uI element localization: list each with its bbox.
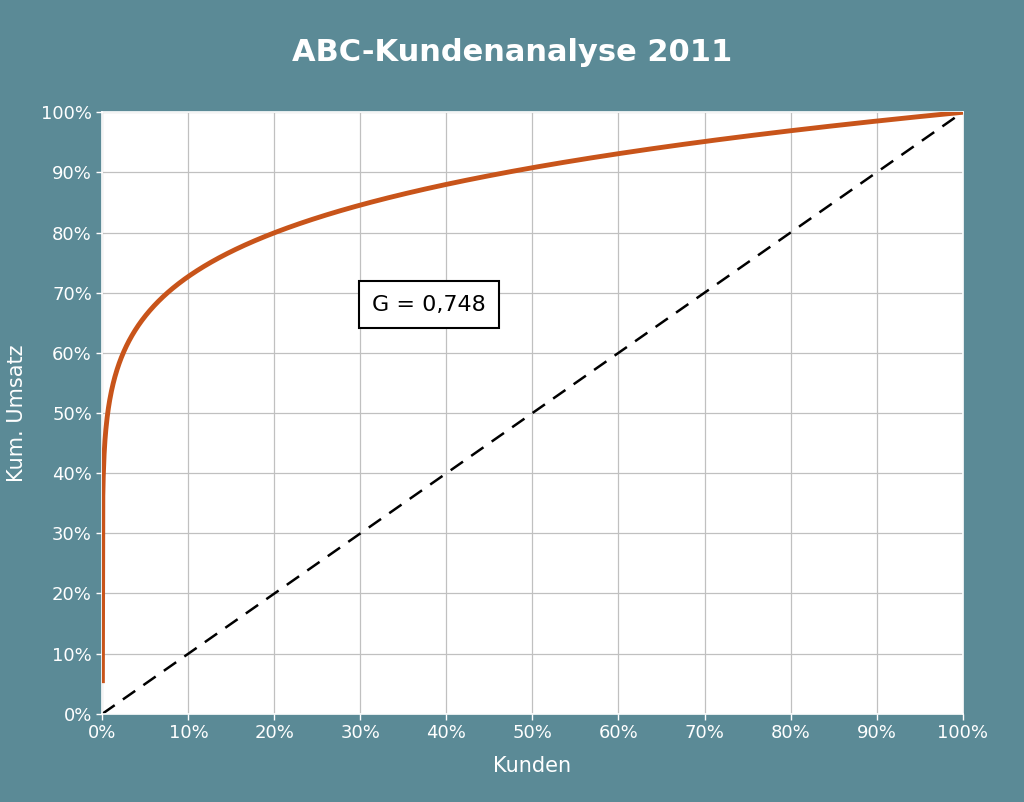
Text: ABC-Kundenanalyse 2011: ABC-Kundenanalyse 2011 — [292, 38, 732, 67]
X-axis label: Kunden: Kunden — [494, 756, 571, 776]
Y-axis label: Kum. Umsatz: Kum. Umsatz — [7, 344, 27, 482]
Text: G = 0,748: G = 0,748 — [373, 295, 486, 314]
